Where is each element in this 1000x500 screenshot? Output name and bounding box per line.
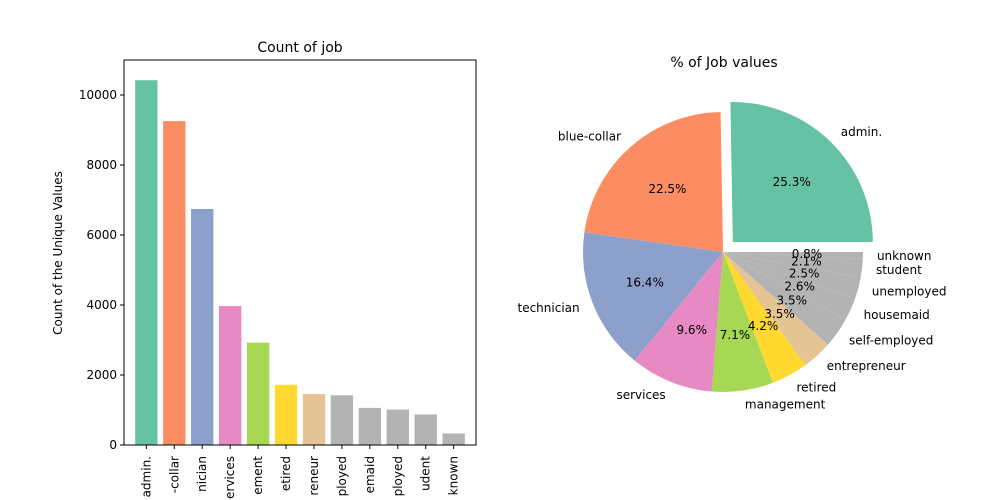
- x-tick-label: udent: [419, 456, 433, 491]
- pie-wedge-student: [723, 252, 863, 278]
- y-tick-label: 6000: [86, 228, 117, 242]
- bar-blue-collar: [163, 121, 186, 446]
- pie-chart-title: % of Job values: [670, 55, 777, 71]
- pie-chart-category-labels: admin. blue-collar technician services manag…: [517, 125, 946, 411]
- pie-category-label: entrepreneur: [827, 359, 906, 373]
- x-tick-label: ployed: [391, 456, 405, 496]
- pie-category-label: admin.: [841, 125, 882, 139]
- bar-services: [218, 306, 242, 445]
- x-tick-label: ement: [251, 456, 265, 495]
- pie-percent-label: 7.1%: [720, 328, 751, 342]
- pie-category-label: self-employed: [849, 333, 933, 347]
- bar-management: [246, 342, 270, 445]
- x-tick-label: nician: [195, 456, 209, 492]
- y-tick-label: 0: [109, 438, 117, 452]
- bar-chart-y-axis: 0 2000 4000 6000 8000 10000: [79, 88, 124, 452]
- pie-percent-label: 3.5%: [764, 307, 795, 321]
- pie-wedge-admin.: [730, 102, 873, 243]
- pie-wedge-unemployed: [723, 252, 861, 299]
- bar-chart-bars: [135, 80, 465, 446]
- pie-percent-label: 2.6%: [784, 279, 815, 293]
- pie-wedge-unknown: [723, 252, 863, 260]
- x-tick-label: ervices: [223, 456, 237, 499]
- x-tick-label: known: [447, 456, 461, 495]
- pie-percent-label: 4.2%: [748, 319, 779, 333]
- pie-wedge-housemaid: [723, 252, 856, 320]
- bar-technician: [191, 208, 214, 445]
- bar-chart-x-axis: admin. -collar nician ervices ement etired ren…: [139, 445, 461, 499]
- pie-chart-percent-labels: 25.3%22.5%16.4%9.6% 7.1%4.2%3.5%3.5%2.6%2…: [626, 175, 822, 342]
- x-tick-label: admin.: [139, 456, 153, 497]
- pie-category-label: unemployed: [872, 285, 947, 299]
- pie-category-label: management: [745, 397, 826, 411]
- y-tick-label: 4000: [86, 298, 117, 312]
- x-tick-label: etired: [279, 456, 293, 491]
- pie-wedge-management: [711, 252, 774, 392]
- pie-category-label: student: [876, 263, 922, 277]
- bar-chart-title: Count of job: [257, 40, 342, 56]
- pie-chart: % of Job values 25.3% 22.5% 16.4% 9.6% 7.1%4…: [517, 55, 946, 411]
- pie-category-label: technician: [517, 301, 579, 315]
- pie-category-label: blue-collar: [558, 130, 621, 144]
- pie-percent-label: 0.8%: [792, 247, 823, 261]
- pie-percent-label: 3.5%: [777, 293, 808, 307]
- pie-wedge-technician: [583, 232, 723, 361]
- bar-student: [414, 414, 437, 445]
- pie-category-label: retired: [796, 380, 836, 394]
- pie-category-label: housemaid: [864, 308, 930, 322]
- pie-percent-label: 16.4%: [626, 276, 664, 290]
- bar-unknown: [442, 433, 465, 445]
- bar-entrepreneur: [302, 394, 326, 445]
- bar-housemaid: [358, 407, 382, 445]
- pie-wedge-self-employed: [723, 252, 846, 345]
- x-tick-label: reneur: [307, 456, 321, 496]
- y-tick-label: 10000: [79, 88, 117, 102]
- pie-category-label: unknown: [877, 249, 932, 263]
- y-tick-label: 8000: [86, 158, 117, 172]
- y-tick-label: 2000: [86, 368, 117, 382]
- pie-percent-label: 25.3%: [773, 175, 811, 189]
- x-tick-label: ployed: [335, 456, 349, 496]
- x-tick-label: emaid: [363, 456, 377, 493]
- bar-self-employed: [330, 395, 354, 445]
- pie-wedge-entrepreneur: [723, 252, 829, 366]
- bar-chart-y-axis-label: Count of the Unique Values: [51, 171, 65, 335]
- pie-percent-label: 2.1%: [791, 255, 822, 269]
- bar-unemployed: [386, 409, 409, 445]
- pie-wedge-retired: [723, 252, 806, 383]
- bar-chart-plot-frame: [123, 59, 477, 446]
- pie-category-label: services: [616, 388, 665, 402]
- pie-chart-wedges: [583, 102, 873, 392]
- pie-wedge-services: [634, 252, 723, 392]
- bar-chart: Count of job Count of the Unique Values …: [51, 40, 477, 499]
- pie-wedge-blue-collar: [584, 112, 723, 252]
- bar-admin.: [135, 80, 158, 445]
- x-tick-label: -collar: [167, 456, 181, 493]
- bar-retired: [274, 384, 298, 445]
- pie-percent-label: 9.6%: [676, 323, 707, 337]
- pie-percent-label: 22.5%: [648, 182, 686, 196]
- pie-percent-label: 2.5%: [789, 267, 820, 281]
